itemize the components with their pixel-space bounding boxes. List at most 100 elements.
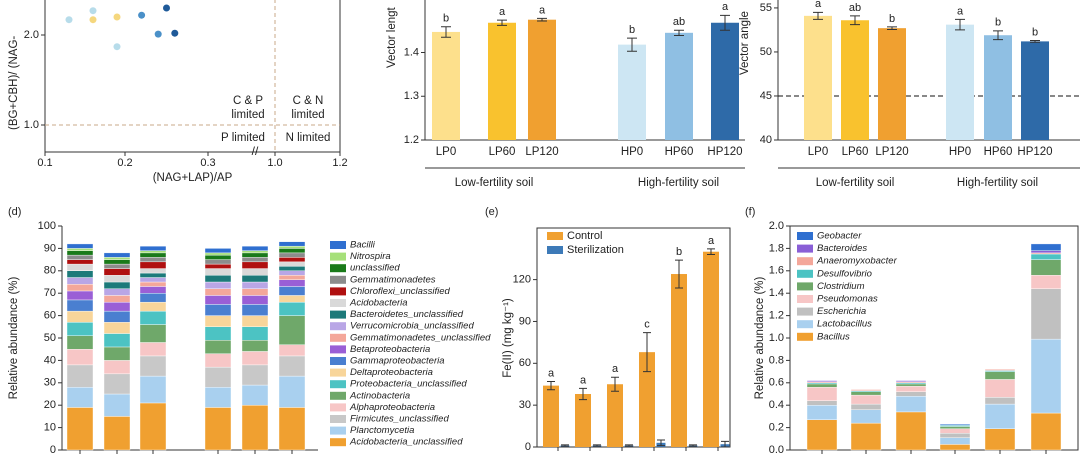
legend-swatch xyxy=(797,332,813,341)
error-bar xyxy=(441,26,451,38)
significance-letter: b xyxy=(443,13,449,25)
significance-letter: a xyxy=(957,5,964,17)
legend-swatch xyxy=(330,241,346,249)
x-tick-label: HP60 xyxy=(984,146,1013,158)
bar xyxy=(607,384,623,447)
bar-segment xyxy=(278,252,306,258)
x-tick-label: LP0 xyxy=(808,146,828,158)
point xyxy=(113,13,121,21)
bar-segment xyxy=(204,281,232,289)
bar-segment xyxy=(204,263,232,269)
x-tick-label: HP0 xyxy=(621,146,643,158)
x-axis-label: (NAG+LAP)/AP xyxy=(153,172,233,184)
x-tick-label: 0.3 xyxy=(200,157,215,169)
bar xyxy=(618,44,646,140)
error-bar xyxy=(547,380,555,391)
legend-swatch xyxy=(330,426,346,435)
y-tick-label: 1.2 xyxy=(769,310,784,322)
y-tick-label: 20 xyxy=(44,399,56,411)
error-bar xyxy=(689,444,697,447)
x-tick-label: LP120 xyxy=(525,146,558,158)
bar-segment xyxy=(1030,253,1062,260)
bar-segment xyxy=(278,344,306,357)
bar-segment xyxy=(278,301,306,316)
error-bar xyxy=(850,15,860,26)
y-tick-label: 1.0 xyxy=(24,119,39,131)
annotation: C & N xyxy=(293,95,324,107)
error-bar xyxy=(625,444,633,447)
axis-break: // xyxy=(252,144,259,158)
error-bar xyxy=(674,29,684,36)
legend-swatch xyxy=(330,438,346,447)
bar-segment xyxy=(278,375,306,408)
legend-label: Acidobacteria xyxy=(349,298,408,309)
bar-segment xyxy=(139,375,167,404)
y-axis-label: (BG+CBH)/ (NAG- xyxy=(8,36,20,130)
legend-swatch xyxy=(330,391,346,400)
bar-segment xyxy=(139,324,167,343)
bar-segment xyxy=(66,248,94,251)
significance-letter: ab xyxy=(673,16,685,28)
bar-segment xyxy=(204,326,232,341)
significance-letter: a xyxy=(548,367,555,379)
bar-segment xyxy=(139,250,167,254)
error-bar xyxy=(887,26,897,30)
bar-segment xyxy=(66,407,94,451)
y-tick-label: 0.0 xyxy=(769,444,784,456)
x-tick-label: LP120 xyxy=(875,146,908,158)
x-tick-label: HP0 xyxy=(949,146,971,158)
legend-label: Gammaproteobacteria xyxy=(350,356,445,367)
bar-segment xyxy=(139,293,167,303)
bar-segment xyxy=(241,281,269,289)
bar xyxy=(432,31,460,140)
y-axis-label: Relative abundance (%) xyxy=(8,276,20,399)
bar xyxy=(575,393,591,447)
bar-segment xyxy=(103,416,131,451)
bar-segment xyxy=(241,275,269,283)
legend-swatch xyxy=(797,320,813,329)
legend-label: Bacteroides xyxy=(817,243,867,254)
bar-segment xyxy=(984,369,1016,371)
bar-segment xyxy=(204,387,232,408)
legend-label: Firmicutes_unclassified xyxy=(350,414,449,425)
legend-swatch xyxy=(797,244,813,253)
bar-segment xyxy=(1030,275,1062,289)
legend-label: Escherichia xyxy=(817,306,866,317)
bar-segment xyxy=(939,444,971,451)
legend-label: Desulfovibrio xyxy=(817,268,872,279)
y-tick-label: 50 xyxy=(760,46,772,58)
group-label: Low-fertility soil xyxy=(455,177,534,189)
bar-segment xyxy=(204,304,232,316)
x-tick-label: LP60 xyxy=(489,146,516,158)
bar-segment xyxy=(278,315,306,345)
bar xyxy=(488,22,516,140)
point xyxy=(65,16,73,24)
legend-swatch xyxy=(330,252,346,261)
bar-segment xyxy=(895,380,927,382)
legend-swatch xyxy=(330,403,346,412)
bar-segment xyxy=(278,279,306,287)
bar-segment xyxy=(139,252,167,258)
annotation: C & P xyxy=(233,95,263,107)
bar-segment xyxy=(278,275,306,280)
bar-segment xyxy=(850,391,882,396)
x-tick-label: 0.2 xyxy=(117,157,132,169)
bar-segment xyxy=(66,364,94,388)
y-tick-label: 1.8 xyxy=(769,242,784,254)
legend-label: Gemmatimonadetes_unclassified xyxy=(350,332,491,343)
bar-segment xyxy=(806,380,838,382)
plot-frame xyxy=(536,227,731,448)
bar-segment xyxy=(204,268,232,276)
legend-swatch xyxy=(797,257,813,266)
error-bar xyxy=(721,440,729,448)
bar-segment xyxy=(139,257,167,263)
y-tick-label: 90 xyxy=(519,315,531,327)
bar-segment xyxy=(139,355,167,377)
legend-swatch xyxy=(330,287,346,296)
error-bar xyxy=(643,332,651,373)
bar-segment xyxy=(103,360,131,375)
bar xyxy=(665,32,693,140)
bar-segment xyxy=(241,257,269,263)
bar-segment xyxy=(806,405,838,420)
